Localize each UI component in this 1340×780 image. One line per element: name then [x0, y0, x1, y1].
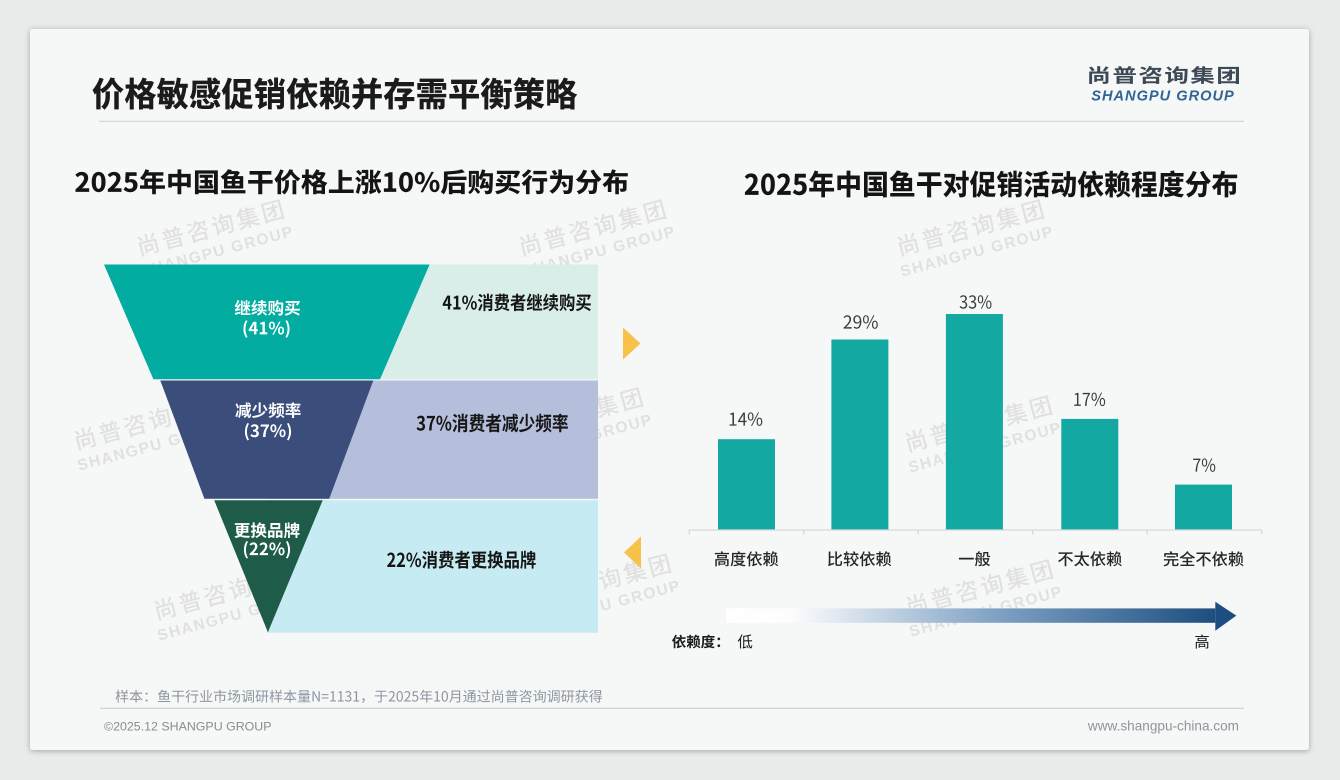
svg-text:www.shangpu-china.com: www.shangpu-china.com [1087, 719, 1239, 734]
svg-text:SHANGPU GROUP: SHANGPU GROUP [1091, 89, 1235, 105]
svg-text:©2025.12 SHANGPU GROUP: ©2025.12 SHANGPU GROUP [104, 720, 272, 734]
